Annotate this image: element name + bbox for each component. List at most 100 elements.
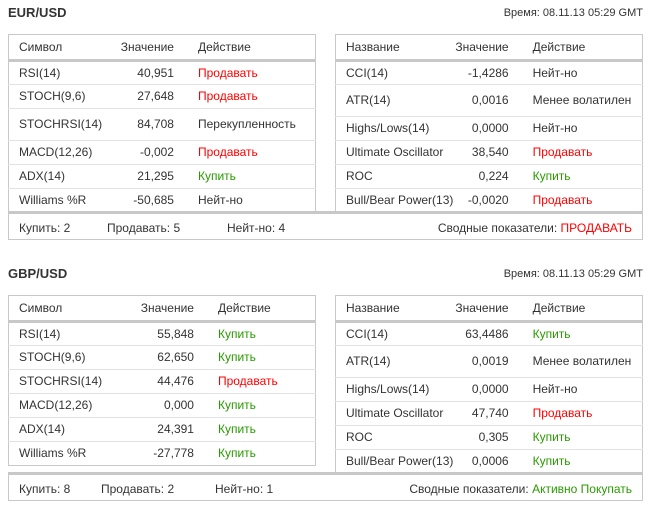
column-header: Действие — [187, 34, 316, 62]
indicator-name: CCI(14) — [335, 60, 456, 85]
summary-label: Сводные показатели: — [437, 221, 558, 235]
indicator-name: Williams %R — [19, 193, 87, 207]
indicator-value: -0,002 — [118, 140, 188, 165]
table-row: STOCHRSI(14) 44,476 Продавать — [8, 369, 316, 394]
indicator-value: 44,476 — [138, 369, 208, 394]
indicator-action: Купить — [532, 454, 571, 468]
indicator-name: Bull/Bear Power(13) — [346, 193, 454, 207]
indicator-value: 0,0000 — [455, 377, 523, 402]
sell-count: Продавать: 5 — [107, 221, 181, 235]
table-row: Highs/Lows(14) 0,0000 Нейт-но — [335, 377, 643, 402]
indicator-name: ADX(14) — [8, 417, 139, 442]
indicator-action: Продавать — [187, 84, 316, 109]
indicator-value: 62,650 — [138, 345, 208, 370]
indicator-name: STOCH(9,6) — [8, 345, 139, 370]
indicator-action: Продавать — [522, 140, 643, 165]
indicator-action: Продавать — [187, 140, 316, 165]
update-time: Время: 08.11.13 05:29 GMT — [503, 7, 643, 19]
table-row: ATR(14) 0,0019 Менее волатилен — [335, 345, 643, 378]
indicator-name: Ultimate Oscillator — [335, 140, 456, 165]
indicator-action: Продавать — [532, 193, 593, 207]
indicator-name: STOCHRSI(14) — [8, 108, 119, 141]
table-row: Ultimate Oscillator 47,740 Продавать — [335, 401, 643, 426]
table-row: ROC 0,224 Купить — [335, 164, 643, 189]
oscillator-table: Символ Значение Действие RSI(14) 40,951 Пр… — [8, 34, 316, 213]
indicator-name: Bull/Bear Power(13) — [346, 454, 454, 468]
update-time: Время: 08.11.13 05:29 GMT — [503, 268, 643, 280]
indicator-action: Купить — [522, 164, 643, 189]
table-row: ADX(14) 24,391 Купить — [8, 417, 316, 442]
column-header: Действие — [207, 295, 316, 323]
table-row: STOCHRSI(14) 84,708 Перекупленность — [8, 108, 316, 141]
indicator-value: 27,648 — [118, 84, 188, 109]
table-row: Williams %R -50,685 Нейт-но — [9, 189, 316, 213]
table-header: Символ Значение Действие — [8, 295, 316, 323]
summary-label: Сводные показатели: — [409, 482, 529, 496]
indicator-action: Менее волатилен — [522, 345, 643, 378]
indicator-value: -27,778 — [153, 446, 194, 460]
indicator-value: 47,740 — [455, 401, 523, 426]
indicator-value: 0,000 — [138, 393, 208, 418]
table-row: RSI(14) 55,848 Купить — [8, 321, 316, 346]
indicator-name: STOCH(9,6) — [8, 84, 119, 109]
column-header: Название — [335, 34, 456, 62]
indicator-value: 24,391 — [138, 417, 208, 442]
indicator-table: Название Значение Действие CCI(14) -1,4286… — [335, 34, 643, 213]
buy-count: Купить: 8 — [19, 482, 71, 496]
table-header: Символ Значение Действие — [8, 34, 316, 62]
table-row: STOCH(9,6) 27,648 Продавать — [8, 84, 316, 109]
summary-bar: Купить: 8 Продавать: 2 Нейт-но: 1 Сводны… — [8, 472, 643, 501]
indicator-action: Купить — [522, 425, 643, 450]
oscillator-table: Символ Значение Действие RSI(14) 55,848 Ку… — [8, 295, 316, 466]
section-eur-usd: EUR/USD Время: 08.11.13 05:29 GMT Символ З… — [8, 5, 643, 240]
neutral-count: Нейт-но: 1 — [215, 482, 274, 496]
indicator-name: STOCHRSI(14) — [8, 369, 139, 394]
column-header: Значение — [455, 34, 523, 62]
table-row: Highs/Lows(14) 0,0000 Нейт-но — [335, 116, 643, 141]
indicator-value: 0,0000 — [455, 116, 523, 141]
indicator-name: Highs/Lows(14) — [335, 116, 456, 141]
indicator-name: RSI(14) — [8, 60, 119, 85]
column-header: Действие — [522, 295, 643, 323]
indicator-action: Купить — [207, 345, 316, 370]
indicator-value: 0,0006 — [471, 454, 509, 468]
indicator-action: Купить — [187, 164, 316, 189]
indicator-value: 40,951 — [118, 60, 188, 85]
table-row: MACD(12,26) 0,000 Купить — [8, 393, 316, 418]
indicator-name: CCI(14) — [335, 321, 456, 346]
indicator-action: Продавать — [207, 369, 316, 394]
indicator-action: Купить — [207, 321, 316, 346]
table-row: CCI(14) 63,4486 Купить — [335, 321, 643, 346]
indicator-action: Нейт-но — [522, 60, 643, 85]
sell-count: Продавать: 2 — [101, 482, 175, 496]
column-header: Действие — [522, 34, 643, 62]
indicator-value: 0,224 — [455, 164, 523, 189]
indicator-value: 84,708 — [118, 108, 188, 141]
indicator-action: Нейт-но — [522, 377, 643, 402]
indicator-name: Williams %R — [19, 446, 87, 460]
pair-title: GBP/USD — [8, 266, 68, 281]
indicator-name: ATR(14) — [335, 84, 456, 117]
indicator-action: Нейт-но — [197, 193, 243, 207]
table-row: Ultimate Oscillator 38,540 Продавать — [335, 140, 643, 165]
column-header: Значение — [455, 295, 523, 323]
indicator-name: MACD(12,26) — [8, 393, 139, 418]
indicator-action: Продавать — [522, 401, 643, 426]
table-row: CCI(14) -1,4286 Нейт-но — [335, 60, 643, 85]
indicator-action: Купить — [207, 393, 316, 418]
column-header: Значение — [138, 295, 208, 323]
table-row: ROC 0,305 Купить — [335, 425, 643, 450]
summary-verdict: Сводные показатели: ПРОДАВАТЬ — [438, 221, 632, 235]
indicator-value: 63,4486 — [455, 321, 523, 346]
indicator-name: Highs/Lows(14) — [335, 377, 456, 402]
neutral-count: Нейт-но: 4 — [227, 221, 286, 235]
verdict-value: Активно Покупать — [532, 482, 632, 496]
column-header: Символ — [8, 34, 119, 62]
indicator-name: ATR(14) — [335, 345, 456, 378]
summary-verdict: Сводные показатели: Активно Покупать — [409, 482, 632, 496]
table-row: Bull/Bear Power(13) -0,0020 Продавать — [336, 189, 643, 213]
indicator-name: ROC — [335, 164, 456, 189]
indicator-name: RSI(14) — [8, 321, 139, 346]
column-header: Название — [335, 295, 456, 323]
